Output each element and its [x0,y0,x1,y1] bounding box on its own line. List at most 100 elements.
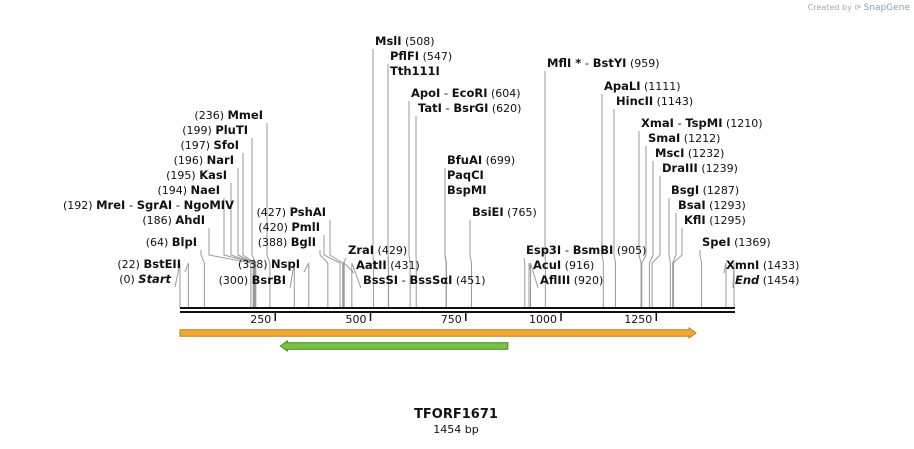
site-label[interactable]: PaqCI [447,168,484,182]
site-labels: (0) Start(22) BstEII(64) BlpI(186) AhdI(… [63,34,799,287]
site-label[interactable]: SpeI (1369) [702,235,771,249]
site-label[interactable]: ZraI (429) [348,243,407,257]
orange-arrow[interactable] [180,328,696,338]
credit-prefix: Created by [808,3,852,12]
svg-text:DraIII (1239): DraIII (1239) [662,161,738,175]
site-label[interactable]: (427) PshAI [256,205,326,219]
site-label[interactable]: BspMI [447,183,487,197]
site-label[interactable]: (22) BstEII [117,257,181,271]
svg-text:(196) NarI: (196) NarI [174,153,234,167]
svg-text:BspMI: BspMI [447,183,487,197]
svg-text:MflI * - BstYI (959): MflI * - BstYI (959) [547,56,660,70]
svg-text:(192) MreI - SgrAI - NgoM: (192) MreI - SgrAI - NgoMIV [63,198,234,212]
site-leader-line [614,109,616,308]
site-label[interactable]: XmnI (1433) [726,258,799,272]
svg-text:SmaI (1212): SmaI (1212) [648,131,720,145]
svg-text:AflIII (920): AflIII (920) [540,273,603,287]
site-label[interactable]: (0) Start [119,272,171,286]
site-leader-line [673,228,682,308]
site-leader-line [524,258,525,308]
site-label[interactable]: ApaLI (1111) [604,79,681,93]
site-label[interactable]: HincII (1143) [616,94,693,108]
ruler-tick-label: 750 [441,313,462,326]
map-length: 1454 bp [433,423,478,436]
svg-text:BssSI - BssSαI (451): BssSI - BssSαI (451) [363,273,486,287]
site-label[interactable]: (64) BlpI [146,235,197,249]
svg-text:ApoI - EcoRI (604): ApoI - EcoRI (604) [411,86,521,100]
site-label[interactable]: (194) NaeI [157,183,220,197]
site-label[interactable]: BssSI - BssSαI (451) [363,273,486,287]
site-label[interactable]: (196) NarI [174,153,234,167]
svg-text:(236) MmeI: (236) MmeI [194,108,263,122]
svg-text:AatII (431): AatII (431) [356,258,420,272]
site-label[interactable]: XmaI - TspMI (1210) [641,116,763,130]
svg-text:(0) Start: (0) Start [119,272,171,286]
svg-text:(22) BstEII: (22) BstEII [117,257,181,271]
ruler-tick-label: 250 [250,313,271,326]
site-label[interactable]: MslI (508) [375,34,435,48]
site-leader-line [445,198,446,308]
site-label[interactable]: BsaI (1293) [678,198,746,212]
site-label[interactable]: SmaI (1212) [648,131,720,145]
svg-text:BsaI (1293): BsaI (1293) [678,198,746,212]
svg-text:(197) SfoI: (197) SfoI [180,138,239,152]
site-label[interactable]: BsiEI (765) [472,205,537,219]
site-label[interactable]: (420) PmlI [258,220,320,234]
site-label[interactable]: (199) PluTI [182,123,248,137]
green-arrow[interactable] [280,341,508,351]
feature-track [180,328,696,351]
site-leader-line [304,263,309,308]
site-label[interactable]: BsgI (1287) [671,183,739,197]
site-label[interactable]: TatI - BsrGI (620) [418,101,521,115]
site-label[interactable]: ApoI - EcoRI (604) [411,86,521,100]
svg-text:ZraI (429): ZraI (429) [348,243,407,257]
svg-text:PaqCI: PaqCI [447,168,484,182]
site-leader-line [470,220,471,308]
site-label[interactable]: (186) AhdI [142,213,205,227]
snapgene-logo-icon: ⟳ [854,3,861,12]
ruler-tick-label: 1000 [529,313,557,326]
svg-text:(300) BsrBI: (300) BsrBI [219,273,286,287]
site-leader-line [642,146,646,308]
site-label[interactable]: DraIII (1239) [662,161,738,175]
svg-text:MscI (1232): MscI (1232) [655,146,724,160]
site-label[interactable]: BfuAI (699) [447,153,515,167]
site-leader-line [700,250,702,308]
site-label[interactable]: (388) BglI [258,235,316,249]
site-label[interactable]: MflI * - BstYI (959) [547,56,660,70]
site-label[interactable]: Esp3I - BsmBI (905) [526,243,646,257]
site-label[interactable]: (192) MreI - SgrAI - NgoMIV [63,198,234,212]
svg-text:SpeI (1369): SpeI (1369) [702,235,771,249]
site-leader-line [320,250,328,308]
site-leader-line [330,220,343,308]
site-label[interactable]: AflIII (920) [540,273,603,287]
svg-text:KflI (1295): KflI (1295) [684,213,746,227]
site-label[interactable]: End (1454) [735,273,799,287]
svg-text:(195) KasI: (195) KasI [166,168,227,182]
site-label[interactable]: KflI (1295) [684,213,746,227]
svg-text:XmaI - TspMI (1210): XmaI - TspMI (1210) [641,116,763,130]
svg-text:(420) PmlI: (420) PmlI [258,220,320,234]
svg-text:End (1454): End (1454) [735,273,799,287]
svg-text:MslI (508): MslI (508) [375,34,435,48]
site-label[interactable]: (300) BsrBI [219,273,286,287]
site-label[interactable]: (338) NspI [238,257,300,271]
site-label[interactable]: (195) KasI [166,168,227,182]
site-label[interactable]: (236) MmeI [194,108,263,122]
site-label[interactable]: PflFI (547) [390,49,452,63]
site-label[interactable]: AatII (431) [356,258,420,272]
site-label[interactable]: (197) SfoI [180,138,239,152]
site-label[interactable]: MscI (1232) [655,146,724,160]
svg-text:(64) BlpI: (64) BlpI [146,235,197,249]
svg-text:ApaLI (1111): ApaLI (1111) [604,79,681,93]
svg-text:(427) PshAI: (427) PshAI [256,205,326,219]
svg-text:Tth111I: Tth111I [390,64,440,78]
site-label[interactable]: Tth111I [390,64,440,78]
site-leader-line [224,198,254,308]
site-label[interactable]: AcuI (916) [533,258,594,272]
backbone-top-strand [180,307,735,309]
svg-text:Esp3I - BsmBI (905): Esp3I - BsmBI (905) [526,243,646,257]
